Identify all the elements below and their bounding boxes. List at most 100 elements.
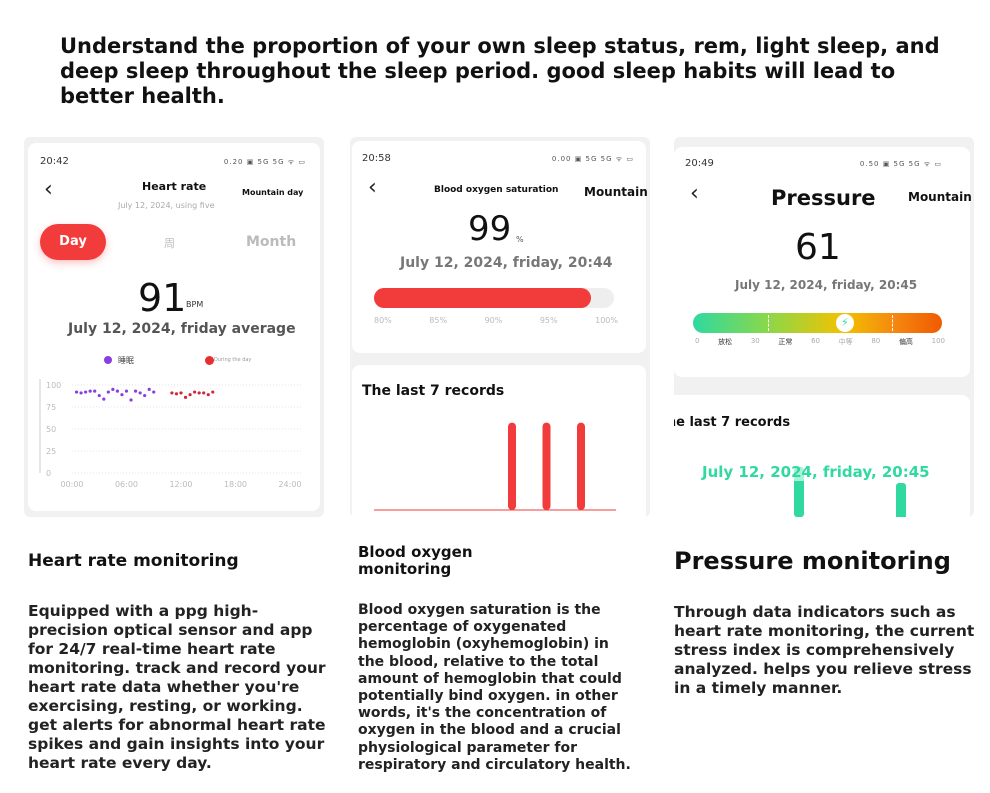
back-icon[interactable]: ‹ (368, 175, 377, 200)
headline: Understand the proportion of your own sl… (60, 34, 940, 108)
x-tick-label: 24:00 (278, 480, 301, 489)
pressure-gauge: ⚡ (693, 313, 942, 333)
scale-tick: 85% (429, 316, 448, 325)
sleep-point (143, 393, 147, 398)
sleep-point (133, 389, 138, 393)
scale-tick: 60 (811, 337, 820, 345)
screen-title: Heart rate (142, 180, 207, 193)
record-bar (794, 467, 804, 517)
right-label: Mountain day (242, 188, 304, 197)
sleep-point (147, 387, 151, 391)
day-point (206, 393, 210, 397)
right-label: Mountain (584, 185, 648, 199)
x-tick-label: 06:00 (115, 480, 138, 489)
y-tick-label: 25 (46, 447, 56, 456)
status-time: 20:49 (685, 158, 714, 169)
heart-rate-screen: 20:42 0.20 ▣ 5G 5G ᯤ ▭ ‹ Heart rate Moun… (24, 137, 324, 517)
sleep-point (97, 393, 101, 398)
records-title: The last 7 records (674, 415, 791, 430)
oxygen-description: Blood oxygen saturation is the percentag… (358, 602, 631, 773)
day-point (179, 391, 183, 395)
lightning-icon: ⚡ (835, 314, 854, 332)
record-bar (577, 422, 585, 510)
sleep-point (93, 389, 97, 393)
scale-tick: 100 (931, 337, 945, 345)
average-date: July 12, 2024, friday average (68, 321, 296, 337)
x-tick-label: 12:00 (169, 480, 192, 489)
pressure-description: Through data indicators such as heart ra… (674, 603, 975, 697)
tab-day[interactable]: Day (40, 224, 106, 260)
legend-day-label: During the day (214, 357, 252, 363)
sleep-point (74, 390, 79, 394)
sleep-point (115, 389, 120, 393)
oxygen-progress-track (374, 288, 614, 308)
status-icons: 0.50 ▣ 5G 5G ᯤ ▭ (859, 160, 942, 168)
scale-label: 偏高 (898, 338, 913, 346)
oxygen-section-title: Blood oxygen monitoring (358, 543, 473, 578)
y-tick-label: 100 (46, 381, 61, 390)
sleep-point (84, 390, 88, 394)
legend-day-dot (205, 356, 214, 365)
back-icon[interactable]: ‹ (690, 181, 699, 206)
y-tick-label: 50 (46, 425, 56, 434)
blood-oxygen-screen: 20:58 0.00 ▣ 5G 5G ᯤ ▭ ‹ Blood oxygen sa… (350, 137, 650, 517)
sleep-point (138, 391, 142, 395)
records-date: July 12, 2024, friday, 20:45 (702, 463, 930, 481)
pressure-scale: 0 放松 30 正常 60 中等 80 偏高 100 (695, 337, 945, 347)
day-point (202, 391, 206, 395)
oxygen-records-chart (374, 422, 616, 511)
day-point (170, 391, 174, 395)
heart-rate-chart: 100 75 50 25 0 00:00 06:00 12:00 18:00 24:00 (39, 379, 302, 489)
heart-description: Equipped with a ppg high-precision optic… (28, 602, 326, 772)
oxygen-unit: % (516, 235, 524, 244)
scale-tick: 0 (695, 337, 700, 345)
measure-date: July 12, 2024, friday, 20:45 (735, 278, 918, 292)
legend-sleep-dot (104, 356, 112, 364)
day-point (193, 390, 197, 394)
day-point (188, 393, 192, 397)
back-icon[interactable]: ‹ (44, 177, 53, 202)
tab-month[interactable]: Month (246, 234, 297, 250)
subtitle: July 12, 2024, using five (118, 201, 215, 210)
scale-tick: 100% (595, 316, 618, 325)
sleep-point (79, 391, 83, 395)
scale-tick: 90% (484, 316, 503, 325)
scale-label: 放松 (718, 338, 733, 346)
pressure-screen: 20:49 0.50 ▣ 5G 5G ᯤ ▭ ‹ Pressure Mounta… (674, 137, 974, 517)
legend-sleep-label: 睡眠 (118, 356, 134, 365)
y-tick-label: 0 (46, 469, 51, 478)
heart-rate-value: 91 (138, 276, 187, 320)
status-time: 20:58 (362, 153, 391, 164)
tab-week[interactable]: 周 (164, 237, 175, 250)
records-title: The last 7 records (362, 383, 505, 399)
sleep-point (124, 389, 129, 393)
screen-title: Blood oxygen saturation (434, 185, 559, 195)
status-icons: 0.20 ▣ 5G 5G ᯤ ▭ (223, 158, 306, 166)
scale-label: 正常 (778, 338, 793, 346)
screen-title: Pressure (771, 186, 876, 210)
gauge-divider (892, 315, 894, 331)
sleep-point (102, 397, 106, 401)
pressure-section-title: Pressure monitoring (674, 547, 951, 575)
sleep-point (120, 393, 124, 397)
day-point (197, 391, 201, 395)
day-point (174, 392, 179, 396)
x-tick-label: 18:00 (224, 480, 247, 489)
sleep-point (129, 398, 133, 402)
oxygen-progress-fill (374, 288, 591, 308)
oxygen-scale: 80% 85% 90% 95% 100% (374, 316, 618, 325)
measure-date: July 12, 2024, friday, 20:44 (400, 255, 613, 271)
gauge-divider (767, 315, 769, 331)
scale-tick: 95% (539, 316, 558, 325)
day-point (183, 395, 188, 399)
sleep-point (111, 387, 115, 391)
heart-rate-unit: BPM (186, 300, 204, 309)
status-icons: 0.00 ▣ 5G 5G ᯤ ▭ (551, 155, 634, 163)
scale-tick: 80 (871, 337, 881, 345)
record-bar (542, 422, 551, 510)
y-tick-label: 75 (46, 403, 56, 412)
day-point (211, 390, 215, 394)
oxygen-value: 99 (468, 209, 512, 249)
x-tick-label: 00:00 (60, 480, 83, 489)
record-bar (896, 483, 906, 517)
